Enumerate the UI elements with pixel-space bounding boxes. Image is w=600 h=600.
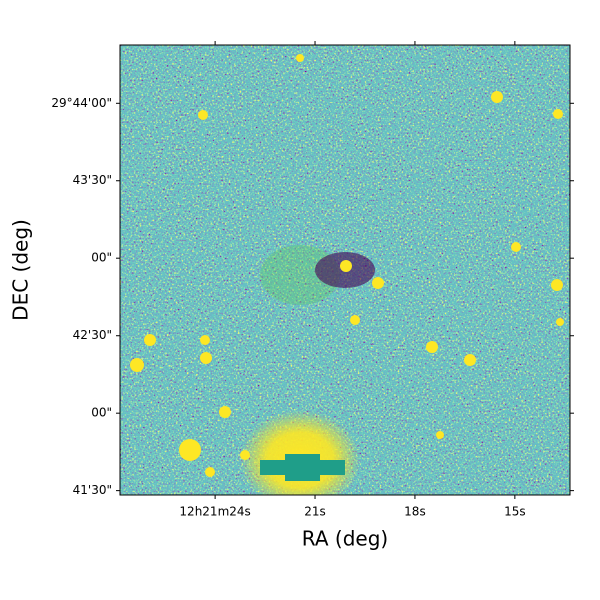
frame [119,44,571,496]
x-tick-label: 21s [304,505,326,519]
y-axis-label: DEC (deg) [9,219,33,321]
y-tick-label: 00" [91,251,112,265]
y-tick-label: 43'30" [73,173,112,187]
y-tick-label: 29°44'00" [51,96,112,110]
x-tick-label: 18s [404,505,426,519]
x-axis-label: RA (deg) [302,527,388,551]
x-tick-label: 15s [504,505,526,519]
y-tick-label: 42'30" [73,328,112,342]
y-tick-label: 00" [91,406,112,420]
x-tick-label: 12h21m24s [179,505,250,519]
y-tick-label: 41'30" [73,483,112,497]
image [120,45,570,495]
